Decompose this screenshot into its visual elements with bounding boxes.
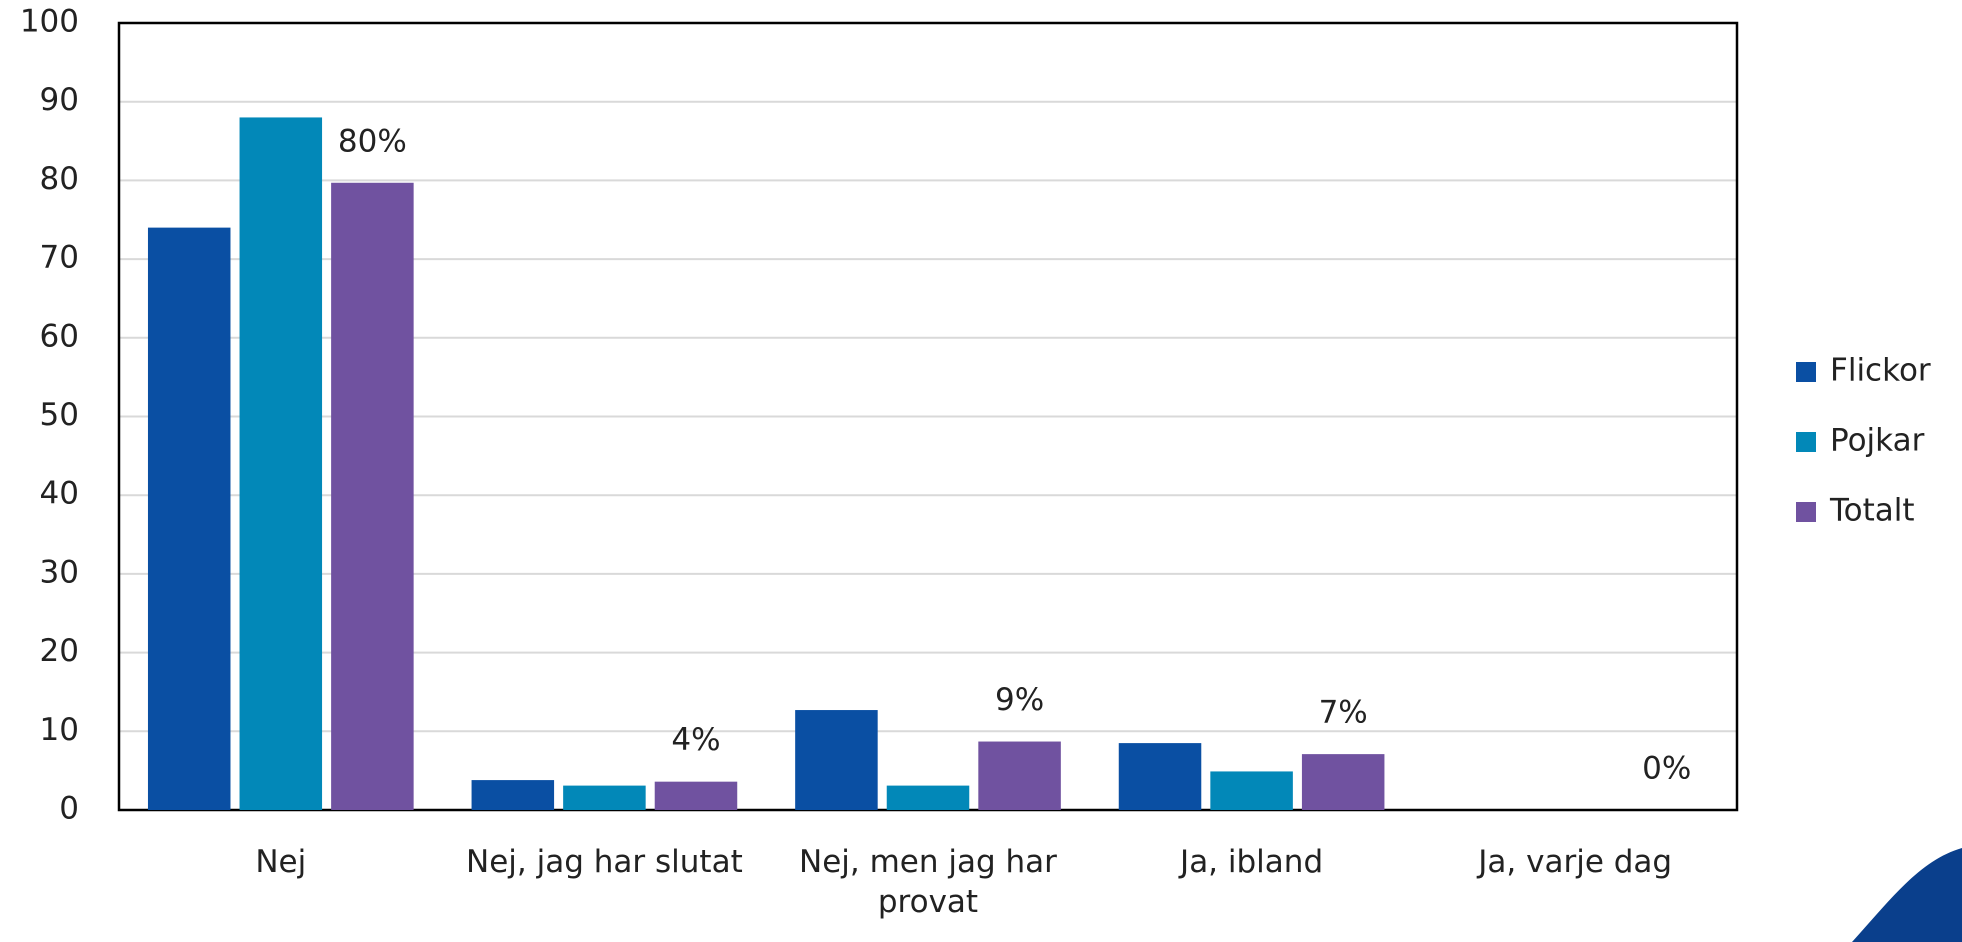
bar	[1301, 754, 1385, 810]
x-tick-label: Ja, ibland	[1180, 844, 1324, 880]
value-label: 4%	[671, 722, 720, 758]
bar	[1118, 743, 1202, 810]
x-tick-label: Nej, jag har slutat	[466, 844, 743, 880]
decoration	[1852, 848, 1962, 942]
y-tick-label: 20	[40, 633, 79, 669]
bar	[795, 710, 878, 810]
bar	[147, 227, 231, 810]
y-tick-label: 70	[40, 240, 79, 276]
y-tick-label: 60	[40, 318, 79, 354]
y-tick-label: 40	[40, 476, 79, 512]
legend-label: Flickor	[1830, 353, 1931, 389]
x-tick-label: Nej, men jag har provat	[799, 844, 1057, 920]
legend-swatch	[1796, 432, 1816, 452]
y-tick-label: 10	[40, 712, 79, 748]
y-tick-label: 30	[40, 554, 79, 590]
legend-swatch	[1796, 502, 1816, 522]
bar	[654, 781, 738, 810]
x-tick-label: Ja, varje dag	[1478, 844, 1673, 880]
value-label: 7%	[1319, 695, 1368, 731]
y-tick-label: 50	[40, 397, 79, 433]
legend-label: Totalt	[1829, 493, 1915, 529]
y-tick-label: 90	[40, 82, 79, 118]
legend-label: Pojkar	[1830, 423, 1925, 459]
bar	[886, 785, 970, 810]
value-label: 80%	[338, 123, 407, 159]
y-tick-label: 80	[40, 161, 79, 197]
bar	[471, 780, 555, 810]
bar	[563, 785, 646, 810]
value-label: 9%	[995, 682, 1044, 718]
bar	[978, 741, 1061, 810]
value-label: 0%	[1642, 751, 1691, 787]
bar	[1210, 771, 1293, 810]
x-tick-label: Nej	[255, 844, 307, 880]
bar	[331, 182, 414, 811]
y-tick-label: 0	[59, 791, 79, 827]
legend-swatch	[1796, 362, 1816, 382]
bar	[239, 117, 323, 810]
y-tick-label: 100	[20, 4, 79, 40]
